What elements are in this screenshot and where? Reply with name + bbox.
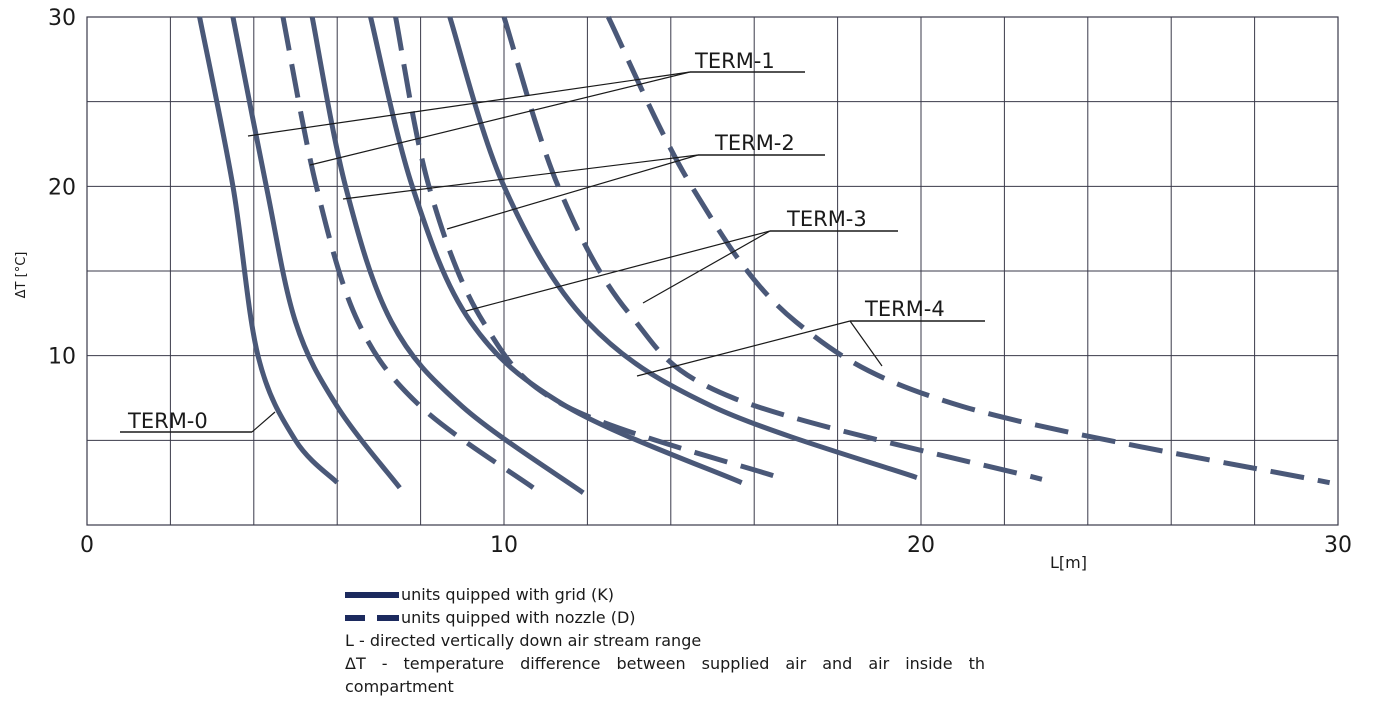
- term-1-leader-line: [247, 71, 691, 137]
- y-tick-label: 10: [48, 345, 76, 370]
- callouts: TERM-0 TERM-1 TERM-2 TERM-3 TERM-4: [120, 49, 985, 433]
- term-2-leader-line: [342, 154, 699, 200]
- note-dt: ΔT - temperature difference between supp…: [345, 654, 985, 696]
- term-3-leader-line: [465, 230, 771, 312]
- term-2-leader-line: [446, 154, 699, 230]
- term-4-solid-curve: [447, 16, 918, 480]
- dashed-line-swatch: [345, 614, 399, 621]
- legend-row-dashed: units quipped with nozzle (D): [345, 606, 985, 629]
- term-3-callout-label: TERM-3: [786, 207, 867, 231]
- legend-solid-label: units quipped with grid (K): [401, 585, 614, 604]
- x-tick-label: 10: [490, 533, 518, 558]
- term-0-leader-line: [251, 411, 276, 433]
- x-tick-label: 30: [1324, 533, 1352, 558]
- curves: [197, 15, 1331, 495]
- tick-labels: 0 10 20 30 10 20 30: [48, 6, 1352, 558]
- term-2-dashed-curve: [393, 16, 781, 480]
- term-0-solid-curve: [197, 16, 339, 485]
- y-tick-label: 30: [48, 6, 76, 31]
- term-4-leader-line: [849, 320, 883, 367]
- term-3-solid-curve: [368, 16, 743, 485]
- y-tick-label: 20: [48, 175, 76, 200]
- term-1-callout-label: TERM-1: [694, 49, 775, 73]
- x-axis-label: L[m]: [1050, 553, 1087, 572]
- term-4-callout-label: TERM-4: [864, 297, 945, 321]
- grid: [86, 16, 1339, 526]
- term-3-dashed-curve: [501, 16, 1043, 482]
- solid-line-swatch: [345, 591, 399, 598]
- term-2-callout-label: TERM-2: [714, 131, 795, 155]
- term-1-dashed-curve: [280, 16, 535, 490]
- term-4-leader-line: [636, 320, 851, 377]
- legend-row-solid: units quipped with grid (K): [345, 583, 985, 606]
- legend: units quipped with grid (K) units quippe…: [345, 583, 985, 698]
- note-l: L - directed vertically down air stream …: [345, 631, 702, 650]
- term-1-leader-line: [309, 71, 691, 166]
- plot-frame: [86, 16, 1339, 526]
- term-3-leader-line: [642, 230, 771, 304]
- y-axis-label: ΔT [°C]: [14, 252, 29, 299]
- legend-dashed-label: units quipped with nozzle (D): [401, 608, 636, 627]
- term-4-dashed-curve: [606, 15, 1331, 486]
- x-tick-label: 0: [80, 533, 94, 558]
- term-2-solid-curve: [309, 16, 585, 495]
- term-0-callout-label: TERM-0: [127, 409, 208, 433]
- chart-svg: TERM-0 TERM-1 TERM-2 TERM-3 TERM-4 0 10 20 30 10…: [14, 6, 1352, 572]
- term-1-solid-curve: [230, 16, 402, 490]
- x-tick-label: 20: [907, 533, 935, 558]
